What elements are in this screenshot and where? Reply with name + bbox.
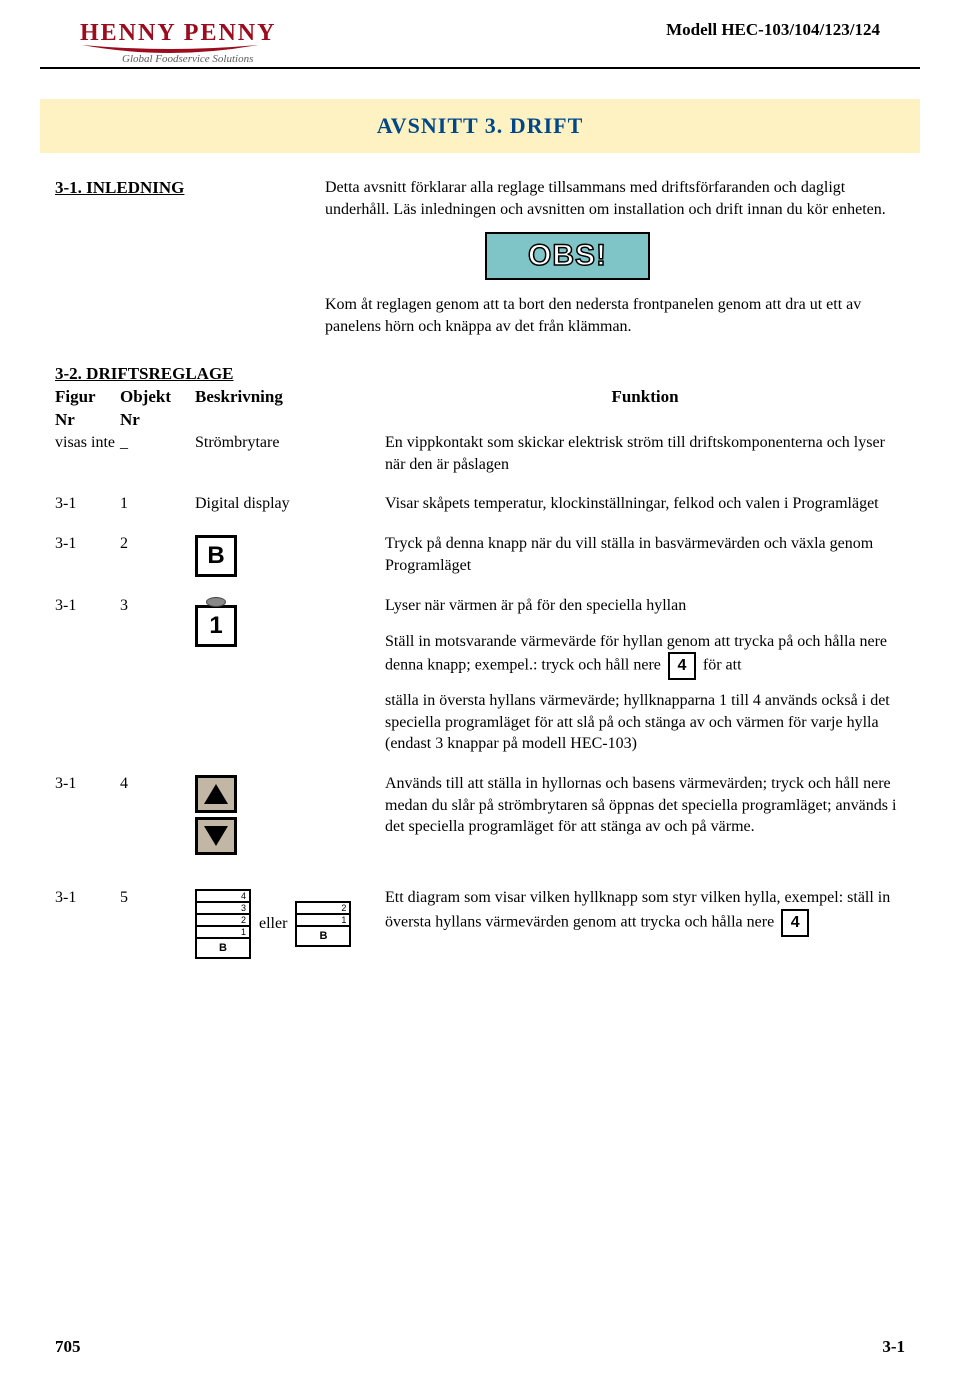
intro-text: Detta avsnitt förklarar alla reglage til… bbox=[325, 177, 905, 220]
shelf-diagram-4-icon: 4 3 2 1 B bbox=[195, 889, 251, 959]
cell-fig: 3-1 bbox=[55, 493, 120, 515]
cell-obj: 5 bbox=[120, 887, 195, 909]
button-4-icon: 4 bbox=[781, 909, 809, 937]
shelf-1-button-icon: 1 bbox=[195, 605, 237, 647]
cell-func: Används till att ställa in hyllornas och… bbox=[385, 773, 905, 838]
table-row: 3-1 1 Digital display Visar skåpets temp… bbox=[55, 493, 905, 515]
model-label: Modell HEC-103/104/123/124 bbox=[666, 20, 880, 40]
intro-row: 3-1. INLEDNING Detta avsnitt förklarar a… bbox=[55, 177, 905, 220]
button-4-icon: 4 bbox=[668, 652, 696, 680]
cell-obj: 1 bbox=[120, 493, 195, 515]
th-funktion: Funktion bbox=[385, 386, 905, 409]
cell-fig: 3-1 bbox=[55, 773, 120, 795]
func-line1: Lyser när värmen är på för den speciella… bbox=[385, 595, 905, 617]
table-row: 3-1 3 1 Lyser när värmen är på för den s… bbox=[55, 595, 905, 680]
eller-label: eller bbox=[259, 913, 287, 935]
th-figur: Figur bbox=[55, 386, 120, 409]
intro-heading: 3-1. INLEDNING bbox=[55, 177, 295, 220]
cell-func: Lyser när värmen är på för den speciella… bbox=[385, 595, 905, 680]
obs-label: OBS! bbox=[528, 236, 607, 277]
page-content: 3-1. INLEDNING Detta avsnitt förklarar a… bbox=[0, 153, 960, 959]
text-tail: för att bbox=[703, 657, 742, 674]
cell-icon: 1 bbox=[195, 595, 385, 647]
table-row: visas inte _ Strömbrytare En vippkontakt… bbox=[55, 432, 905, 475]
shelf-button-icon: 1 bbox=[195, 597, 237, 647]
cell-obj: _ bbox=[120, 432, 195, 454]
footer-right: 3-1 bbox=[882, 1337, 905, 1357]
cell-func: Tryck på denna knapp när du vill ställa … bbox=[385, 533, 905, 576]
obs-note: Kom åt reglagen genom att ta bort den ne… bbox=[325, 294, 885, 337]
cell-icon: B bbox=[195, 533, 385, 577]
cell-func: Ett diagram som visar vilken hyllknapp s… bbox=[385, 887, 905, 937]
cell-obj: 2 bbox=[120, 533, 195, 555]
section-title: AVSNITT 3. DRIFT bbox=[40, 113, 920, 139]
section-title-bar: AVSNITT 3. DRIFT bbox=[40, 99, 920, 153]
page-footer: 705 3-1 bbox=[0, 1337, 960, 1357]
table-row: 3-1 4 Används till att ställa in hyllorn… bbox=[55, 773, 905, 855]
th-nr1: Nr bbox=[55, 409, 120, 432]
func-text: Ett diagram som visar vilken hyllknapp s… bbox=[385, 889, 890, 930]
cell-desc: Digital display bbox=[195, 493, 385, 515]
cell-func: Visar skåpets temperatur, klockinställni… bbox=[385, 493, 905, 515]
cell-obj: 3 bbox=[120, 595, 195, 617]
cell-fig: 3-1 bbox=[55, 887, 120, 909]
controls-heading: 3-2. DRIFTSREGLAGE bbox=[55, 363, 905, 386]
shelf-diagram-2-icon: 2 1 B bbox=[295, 901, 351, 947]
arrow-down-icon bbox=[195, 817, 237, 855]
cell-fig: 3-1 bbox=[55, 533, 120, 555]
cell-desc: Strömbrytare bbox=[195, 432, 385, 454]
table-row: 3-1 2 B Tryck på denna knapp när du vill… bbox=[55, 533, 905, 577]
cell-fig: visas inte bbox=[55, 432, 120, 454]
th-nr2: Nr bbox=[120, 409, 195, 432]
table-header-row2: Nr Nr bbox=[55, 409, 905, 432]
brand-logo: HENNY PENNY Global Foodservice Solutions bbox=[80, 20, 276, 65]
brand-swoosh-icon bbox=[80, 43, 260, 55]
th-objekt: Objekt bbox=[120, 386, 195, 409]
arrow-up-icon bbox=[195, 775, 237, 813]
table-header-row1: Figur Objekt Beskrivning Funktion bbox=[55, 386, 905, 409]
cell-func: En vippkontakt som skickar elektrisk str… bbox=[385, 432, 905, 475]
table-row: 3-1 5 4 3 2 1 B eller 2 1 B Ett diagr bbox=[55, 887, 905, 959]
shelf-diagram-pair: 4 3 2 1 B eller 2 1 B bbox=[195, 889, 351, 959]
page-header: HENNY PENNY Global Foodservice Solutions… bbox=[40, 0, 920, 69]
th-beskrivning: Beskrivning bbox=[195, 386, 385, 409]
obs-callout: OBS! bbox=[485, 232, 650, 280]
arrow-buttons-icon bbox=[195, 775, 237, 855]
b-button-icon: B bbox=[195, 535, 237, 577]
cell-icon bbox=[195, 773, 385, 855]
cell-icon: 4 3 2 1 B eller 2 1 B bbox=[195, 887, 385, 959]
cell-obj: 4 bbox=[120, 773, 195, 795]
cell-fig: 3-1 bbox=[55, 595, 120, 617]
led-icon bbox=[206, 597, 226, 607]
text-part: Ställ in motsvarande värmevärde för hyll… bbox=[385, 633, 887, 674]
func-line2: Ställ in motsvarande värmevärde för hyll… bbox=[385, 631, 905, 681]
row3-continuation: ställa in översta hyllans värmevärde; hy… bbox=[385, 690, 905, 755]
footer-left: 705 bbox=[55, 1337, 81, 1357]
